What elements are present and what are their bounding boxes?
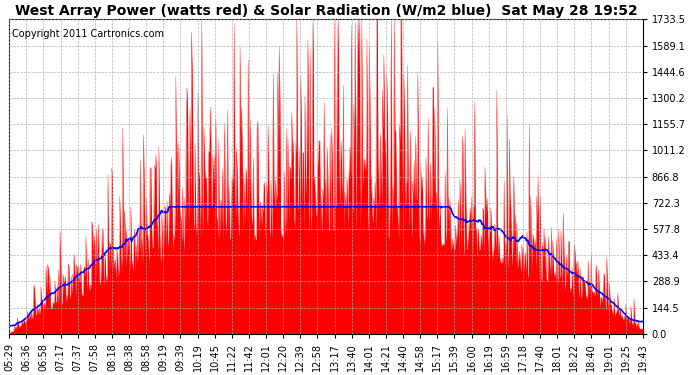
Text: Copyright 2011 Cartronics.com: Copyright 2011 Cartronics.com [12,29,164,39]
Title: West Array Power (watts red) & Solar Radiation (W/m2 blue)  Sat May 28 19:52: West Array Power (watts red) & Solar Rad… [14,4,638,18]
